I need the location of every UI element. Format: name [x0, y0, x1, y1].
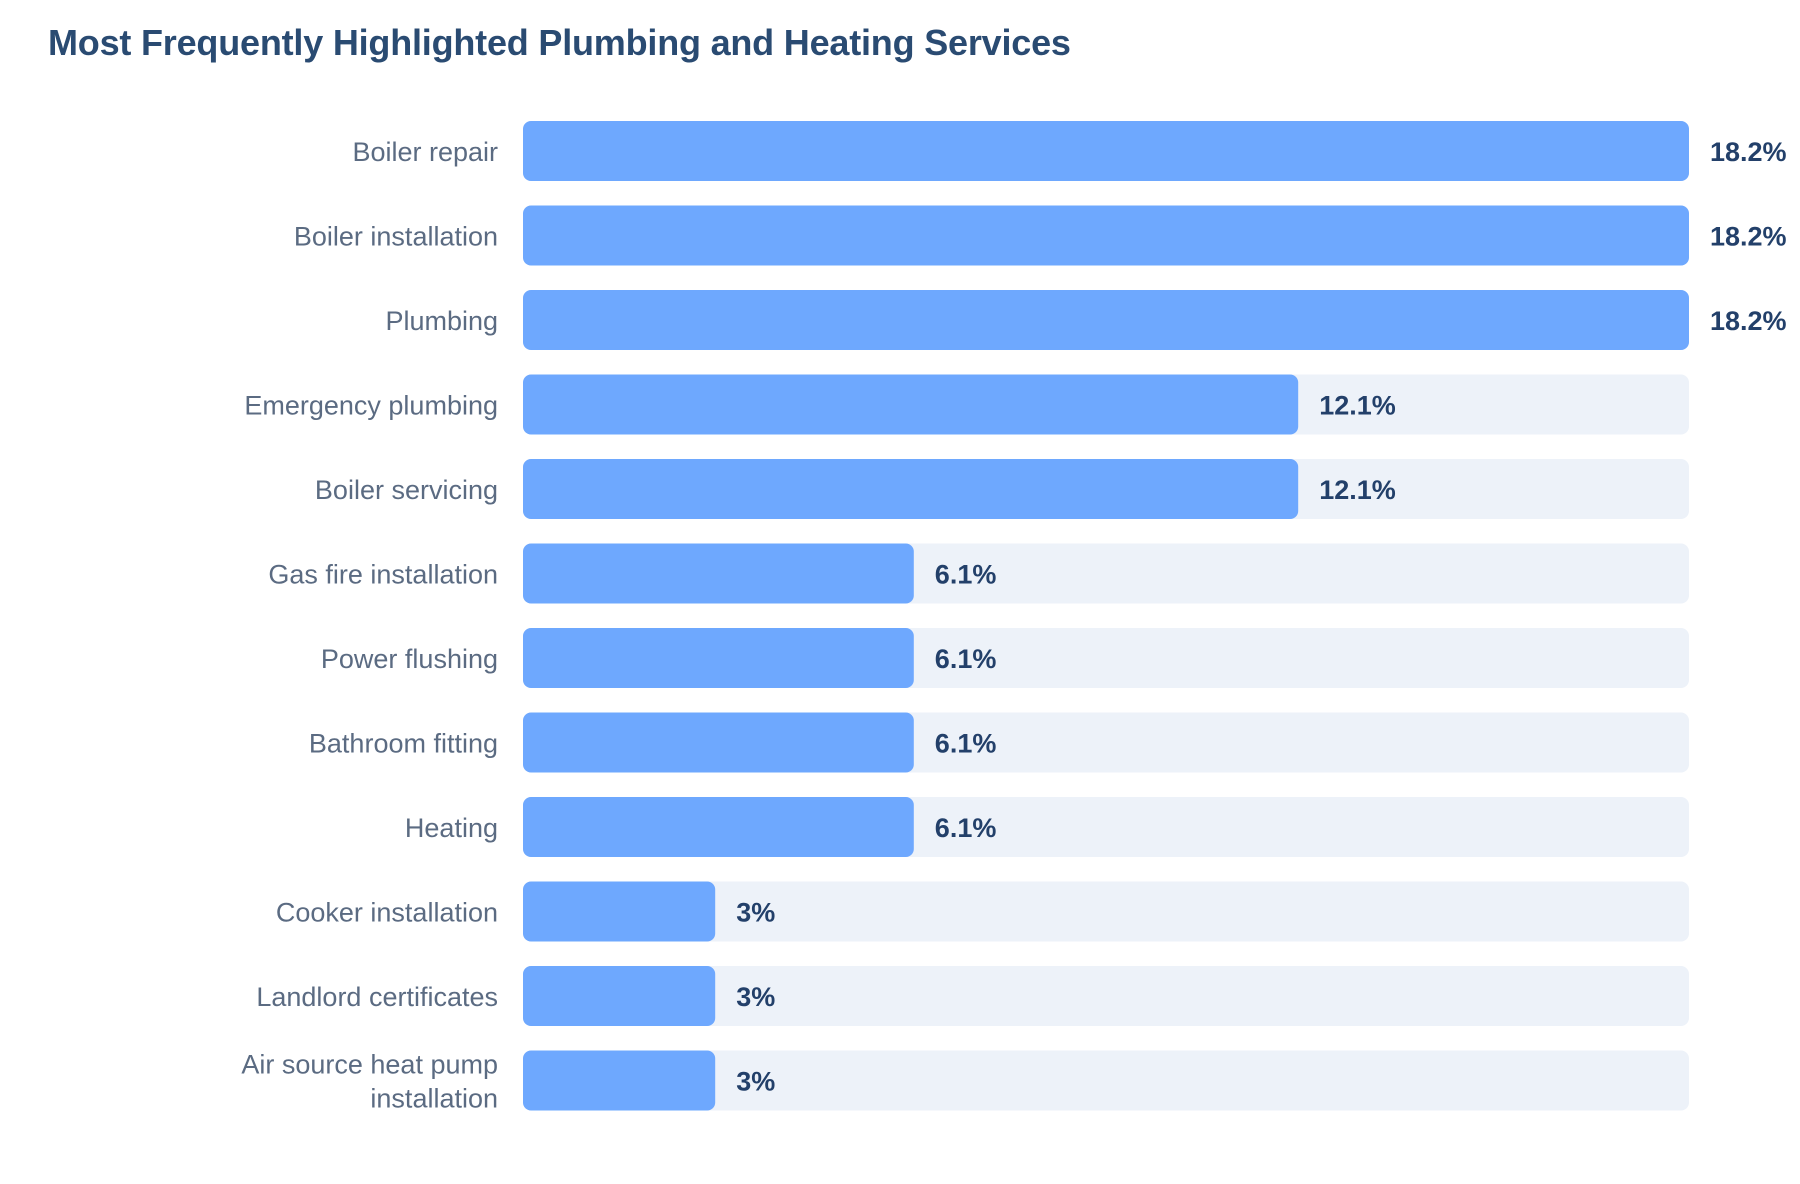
bar-row: Bathroom fitting 6.1%	[309, 712, 1689, 773]
bar-row: Boiler servicing 12.1%	[315, 459, 1689, 519]
category-label: Landlord certificates	[256, 982, 498, 1012]
bar	[523, 797, 914, 857]
bar-row: Power flushing 6.1%	[321, 628, 1689, 688]
value-label: 18.2%	[1710, 306, 1787, 336]
category-label: Boiler installation	[294, 222, 498, 252]
bar-row: Air source heat pump installation 3%	[241, 1050, 1689, 1114]
category-label: Air source heat pump installation	[241, 1050, 498, 1114]
category-label: Heating	[405, 813, 498, 843]
bar-row: Boiler repair 18.2%	[352, 121, 1787, 181]
bar	[523, 966, 716, 1026]
value-label: 12.1%	[1319, 475, 1396, 505]
value-label: 3%	[736, 1067, 775, 1097]
value-label: 6.1%	[935, 813, 997, 843]
category-label: Emergency plumbing	[244, 391, 498, 421]
chart-title: Most Frequently Highlighted Plumbing and…	[48, 22, 1071, 63]
bar-track	[523, 1050, 1689, 1111]
bar-row: Heating 6.1%	[405, 797, 1689, 857]
category-label: Cooker installation	[276, 898, 498, 928]
bar	[523, 205, 1689, 266]
bar-track	[523, 966, 1689, 1026]
value-label: 6.1%	[935, 644, 997, 674]
value-label: 12.1%	[1319, 391, 1396, 421]
bar	[523, 121, 1689, 181]
value-label: 6.1%	[935, 729, 997, 759]
bar	[523, 881, 716, 942]
value-label: 6.1%	[935, 560, 997, 590]
value-label: 3%	[736, 898, 775, 928]
bar	[523, 1050, 716, 1111]
category-label: Boiler repair	[352, 137, 498, 167]
category-label: Gas fire installation	[268, 560, 498, 590]
bar	[523, 290, 1689, 350]
value-label: 18.2%	[1710, 222, 1787, 252]
bar	[523, 628, 914, 688]
bar	[523, 543, 914, 604]
category-label: Bathroom fitting	[309, 729, 498, 759]
bar-row: Emergency plumbing 12.1%	[244, 374, 1689, 435]
category-label: Plumbing	[385, 306, 498, 336]
bar-row: Landlord certificates 3%	[256, 966, 1689, 1026]
bar-row: Boiler installation 18.2%	[294, 205, 1787, 266]
bar-track	[523, 881, 1689, 942]
value-label: 3%	[736, 982, 775, 1012]
value-label: 18.2%	[1710, 137, 1787, 167]
category-label: Power flushing	[321, 644, 498, 674]
bar	[523, 374, 1299, 435]
bar	[523, 459, 1299, 519]
bar-row: Plumbing 18.2%	[385, 290, 1787, 350]
category-label: Boiler servicing	[315, 475, 498, 505]
bar-row: Gas fire installation 6.1%	[268, 543, 1689, 604]
bar-row: Cooker installation 3%	[276, 881, 1689, 942]
bar	[523, 712, 914, 773]
